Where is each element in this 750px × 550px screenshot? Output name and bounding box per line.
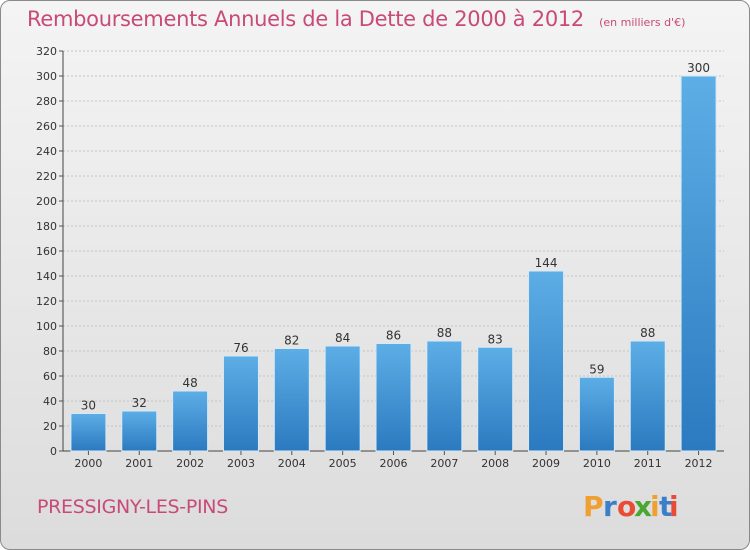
x-tick-label: 2012 — [685, 457, 713, 470]
x-tick-label: 2009 — [532, 457, 560, 470]
y-tick-label: 40 — [43, 395, 57, 408]
y-tick-label: 0 — [50, 445, 57, 458]
logo-letter: o — [617, 490, 636, 523]
data-label: 88 — [437, 326, 452, 340]
bar — [426, 340, 463, 452]
chart-subtitle: (en milliers d'€) — [599, 16, 686, 29]
data-label: 82 — [284, 334, 299, 348]
bar — [528, 270, 565, 452]
bar — [578, 376, 615, 452]
logo-letter: t — [659, 490, 672, 523]
bar — [222, 355, 259, 452]
data-label: 84 — [335, 331, 350, 345]
y-tick-label: 160 — [36, 245, 57, 258]
bar — [70, 413, 107, 452]
data-label: 300 — [687, 61, 710, 75]
chart-title-row: Remboursements Annuels de la Dette de 20… — [27, 7, 685, 31]
y-tick-label: 80 — [43, 345, 57, 358]
y-tick-label: 300 — [36, 70, 57, 83]
logo-letter: i — [650, 490, 660, 523]
x-tick-label: 2007 — [430, 457, 458, 470]
bar — [629, 340, 666, 452]
y-tick-label: 60 — [43, 370, 57, 383]
x-tick-label: 2003 — [227, 457, 255, 470]
y-tick-label: 240 — [36, 145, 57, 158]
y-tick-label: 260 — [36, 120, 57, 133]
x-tick-label: 2011 — [634, 457, 662, 470]
y-tick-label: 20 — [43, 420, 57, 433]
bar — [680, 75, 717, 452]
data-label: 30 — [81, 399, 96, 413]
y-tick-label: 120 — [36, 295, 57, 308]
data-label: 76 — [233, 341, 248, 355]
bar — [172, 390, 209, 452]
logo-letter: x — [634, 490, 652, 523]
bar — [121, 410, 158, 452]
bar — [273, 348, 310, 452]
commune-name: PRESSIGNY-LES-PINS — [37, 496, 228, 518]
data-label: 144 — [535, 256, 558, 270]
data-label: 88 — [640, 326, 655, 340]
data-label: 59 — [589, 362, 604, 376]
bar — [324, 345, 361, 452]
y-tick-label: 280 — [36, 95, 57, 108]
logo-letter: r — [603, 490, 617, 523]
x-tick-label: 2001 — [125, 457, 153, 470]
logo-letter: i — [669, 490, 679, 523]
x-tick-label: 2000 — [74, 457, 102, 470]
x-tick-label: 2005 — [329, 457, 357, 470]
y-tick-label: 220 — [36, 170, 57, 183]
data-label: 48 — [182, 376, 197, 390]
logo-letter: P — [583, 490, 604, 523]
y-tick-label: 180 — [36, 220, 57, 233]
y-tick-label: 320 — [36, 45, 57, 58]
data-label: 83 — [488, 332, 503, 346]
x-tick-label: 2006 — [380, 457, 408, 470]
bar — [375, 343, 412, 452]
x-tick-label: 2004 — [278, 457, 306, 470]
y-tick-label: 140 — [36, 270, 57, 283]
x-tick-label: 2002 — [176, 457, 204, 470]
bar — [477, 346, 514, 452]
y-tick-label: 100 — [36, 320, 57, 333]
data-label: 86 — [386, 329, 401, 343]
x-tick-label: 2008 — [481, 457, 509, 470]
y-tick-label: 200 — [36, 195, 57, 208]
chart-title: Remboursements Annuels de la Dette de 20… — [27, 7, 584, 31]
x-tick-label: 2010 — [583, 457, 611, 470]
data-label: 32 — [132, 396, 147, 410]
